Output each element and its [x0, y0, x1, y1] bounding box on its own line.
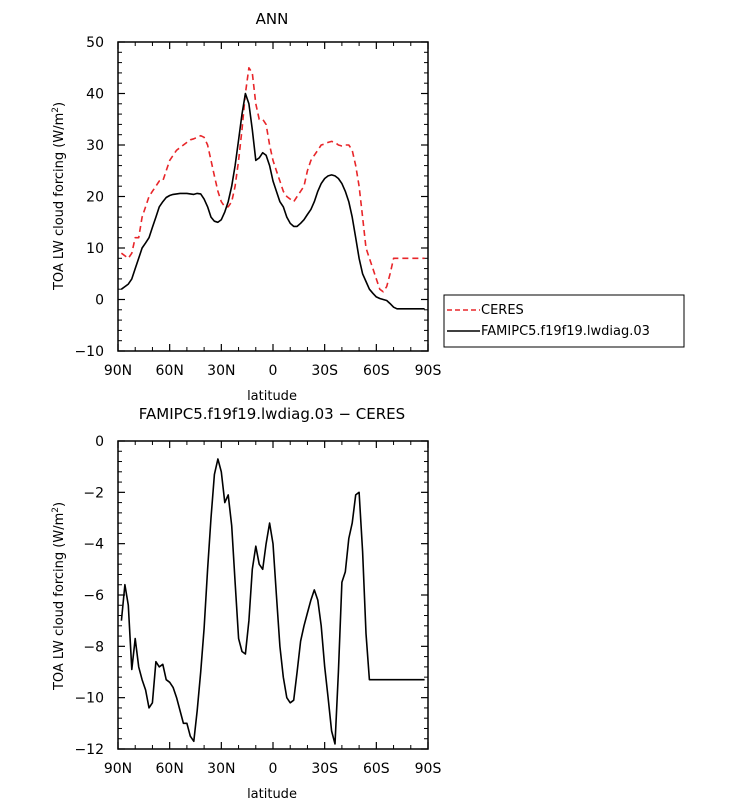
top-y-ticks: −10 0 10 20 30 40 50: [74, 35, 428, 360]
x-tick-label: 30N: [207, 363, 235, 379]
y-tick-label: −10: [74, 344, 104, 360]
x-tick-label: 30N: [207, 761, 235, 777]
y-tick-label: −8: [83, 639, 104, 655]
series-line-famipc5-f19f19-lwdiag-03: [120, 92, 425, 310]
x-tick-label: 90N: [104, 761, 132, 777]
legend-label-ceres: CERES: [481, 303, 524, 318]
bottom-chart-title: FAMIPC5.f19f19.lwdiag.03 − CERES: [139, 405, 405, 423]
bottom-chart-panel: FAMIPC5.f19f19.lwdiag.03 − CERES −12 −10 −…: [51, 405, 441, 802]
x-tick-label: 0: [269, 363, 278, 379]
bottom-plot-frame: [117, 440, 429, 750]
y-tick-label: −2: [83, 485, 104, 501]
y-tick-label: −10: [74, 691, 104, 707]
top-series: [120, 67, 425, 310]
y-tick-label: −6: [83, 588, 104, 604]
top-plot-frame: [117, 41, 429, 352]
legend: CERES FAMIPC5.f19f19.lwdiag.03: [443, 294, 685, 348]
top-x-axis-label: latitude: [247, 389, 297, 404]
x-tick-label: 0: [269, 761, 278, 777]
series-line-difference: [120, 458, 425, 745]
x-tick-label: 60S: [363, 363, 390, 379]
x-tick-label: 60N: [156, 761, 184, 777]
y-tick-label: 30: [86, 138, 104, 154]
x-tick-label: 30S: [311, 363, 338, 379]
y-tick-label: 50: [86, 35, 104, 51]
top-chart-title: ANN: [256, 10, 289, 28]
x-tick-label: 30S: [311, 761, 338, 777]
y-tick-label: 0: [95, 293, 104, 309]
bottom-series: [120, 458, 425, 745]
x-tick-label: 60S: [363, 761, 390, 777]
y-tick-label: 40: [86, 87, 104, 103]
x-tick-label: 60N: [156, 363, 184, 379]
x-tick-label: 90N: [104, 363, 132, 379]
top-x-ticks: 90N 60N 30N 0 30S 60S 90S: [104, 42, 442, 379]
top-chart-panel: ANN −10 0 10 20 30 40 50 90N 60N 30N 0 30S 60S 90S l…: [51, 10, 441, 404]
x-tick-label: 90S: [415, 363, 442, 379]
series-line-ceres: [120, 67, 425, 293]
legend-label-model: FAMIPC5.f19f19.lwdiag.03: [481, 324, 650, 339]
top-y-axis-label: TOA LW cloud forcing (W/m2): [51, 102, 67, 291]
bottom-x-ticks: 90N 60N 30N 0 30S 60S 90S: [104, 441, 442, 777]
bottom-x-axis-label: latitude: [247, 787, 297, 802]
bottom-y-axis-label: TOA LW cloud forcing (W/m2): [51, 502, 67, 691]
y-tick-label: −4: [83, 537, 104, 553]
legend-frame: [443, 294, 685, 348]
y-tick-label: 20: [86, 190, 104, 206]
x-tick-label: 90S: [415, 761, 442, 777]
y-tick-label: 0: [95, 434, 104, 450]
y-tick-label: 10: [86, 241, 104, 257]
y-tick-label: −12: [74, 742, 104, 758]
